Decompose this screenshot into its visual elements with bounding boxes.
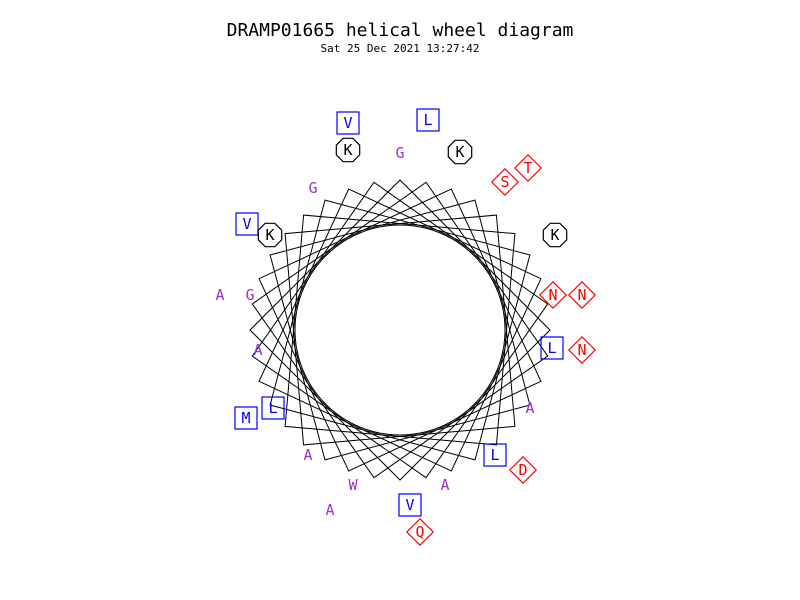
residue-label: V xyxy=(343,114,352,132)
residue-label: K xyxy=(265,226,274,244)
residue-label: N xyxy=(577,341,586,359)
residue-label: D xyxy=(518,461,527,479)
residue-label: L xyxy=(423,111,432,129)
residue-label: G xyxy=(308,179,317,197)
residue-label: A xyxy=(325,501,334,519)
residue-label: W xyxy=(348,476,357,494)
residue-label: G xyxy=(395,144,404,162)
residue-label: T xyxy=(523,159,532,177)
residue-label: M xyxy=(241,409,250,427)
residue-label: A xyxy=(525,399,534,417)
residue-label: L xyxy=(268,399,277,417)
residue-label: G xyxy=(245,286,254,304)
residue-label: K xyxy=(455,143,464,161)
residue-label: Q xyxy=(415,523,424,541)
residue-label: V xyxy=(242,215,251,233)
helical-wheel-svg xyxy=(0,0,800,600)
residue-label: K xyxy=(550,226,559,244)
residue-label: K xyxy=(343,141,352,159)
residue-label: A xyxy=(303,446,312,464)
residue-label: L xyxy=(547,339,556,357)
residue-label: L xyxy=(490,446,499,464)
residue-label: A xyxy=(440,476,449,494)
residue-label: V xyxy=(405,496,414,514)
residue-label: N xyxy=(577,286,586,304)
residue-label: S xyxy=(500,173,509,191)
residue-label: N xyxy=(548,286,557,304)
residue-label: A xyxy=(215,286,224,304)
residue-label: A xyxy=(253,341,262,359)
